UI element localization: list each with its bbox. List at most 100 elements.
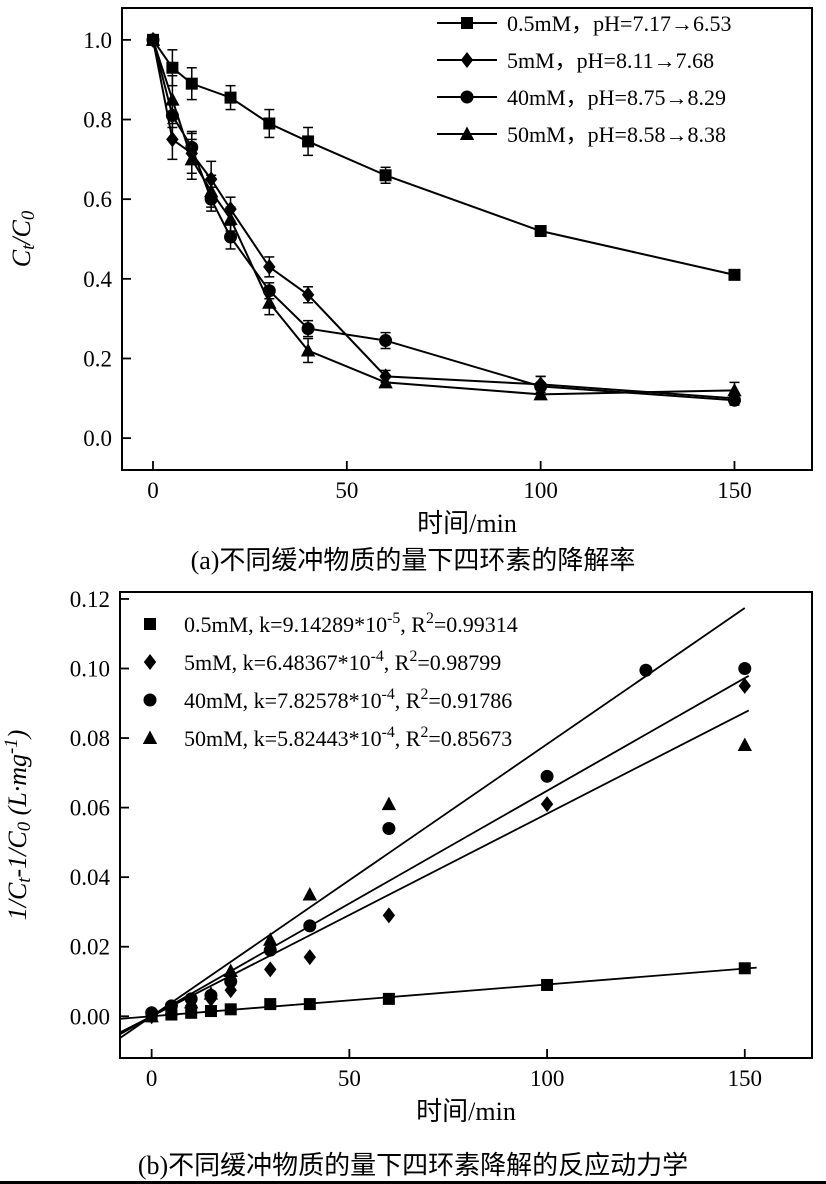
y-tick-label: 0.10 [70, 657, 110, 682]
x-tick-label: 0 [147, 478, 159, 503]
x-tick-label: 100 [523, 478, 558, 503]
circle-marker [460, 90, 474, 104]
circle-marker [540, 769, 554, 783]
y-axis-label: 1/Ct-1/C0 (L·mg-1) [1, 730, 35, 921]
y-tick-label: 0.2 [83, 346, 112, 371]
fit-line [119, 607, 746, 1039]
triangle-marker [727, 382, 742, 397]
square-marker [264, 998, 277, 1011]
fit-line [119, 709, 750, 1034]
x-tick-label: 100 [530, 1066, 565, 1091]
diamond-marker [303, 949, 317, 966]
square-marker [379, 169, 392, 182]
y-tick-label: 0.8 [83, 108, 112, 133]
triangle-marker [145, 32, 161, 46]
circle-marker [639, 663, 653, 677]
square-marker [166, 61, 179, 74]
triangle-marker [223, 963, 238, 978]
diamond-marker [166, 131, 179, 148]
triangle-marker [302, 887, 318, 901]
y-tick-label: 0.04 [70, 865, 111, 890]
legend-label: 5mM, k=6.48367*10-4, R2=0.98799 [184, 648, 501, 675]
y-axis-label: Ct/C0 [7, 210, 39, 267]
diamond-marker [738, 677, 751, 694]
triangle-marker [142, 730, 158, 744]
y-tick-label: 0.4 [83, 267, 112, 292]
bottom-rule [0, 1181, 826, 1184]
circle-marker [727, 393, 741, 407]
square-marker [728, 268, 741, 281]
x-tick-label: 50 [335, 478, 358, 503]
diamond-marker [143, 654, 157, 670]
square-marker [541, 978, 554, 991]
circle-marker [143, 693, 157, 707]
y-tick-label: 0.0 [83, 426, 112, 451]
triangle-marker [737, 737, 752, 752]
chart-b-plot: 0 50 100 150 0.00 0.02 0.04 0.06 0.08 0.10 0.12 时间/… [1, 587, 813, 1126]
chart-a-plot: 0 50 100 150 0.0 0.2 0.4 0.6 0.8 1.0 时间/min Ct/C0 0.… [7, 7, 813, 538]
circle-marker [303, 919, 317, 933]
legend-label: 50mM, k=5.82443*10-4, R2=0.85673 [184, 724, 512, 751]
triangle-marker [203, 183, 219, 198]
series-triangle [119, 709, 752, 1034]
x-tick-label: 150 [728, 1066, 763, 1091]
y-tick-label: 0.6 [83, 187, 112, 212]
diamond-marker [224, 982, 237, 999]
triangle-marker [223, 211, 238, 226]
triangle-marker [533, 386, 548, 401]
legend: 0.5mM, k=9.14289*10-5, R2=0.99314 5mM, k=… [142, 610, 518, 751]
legend-label: 0.5mM，pH=7.17→6.53 [507, 11, 731, 36]
diamond-marker [263, 258, 276, 275]
legend: 0.5mM，pH=7.17→6.53 5mM，pH=8.11→7.68 40mM，p… [437, 11, 731, 147]
triangle-marker [164, 1001, 179, 1016]
square-marker [738, 962, 751, 975]
legend-label: 5mM，pH=8.11→7.68 [507, 48, 714, 73]
y-tick-label: 0.00 [70, 1004, 110, 1029]
triangle-marker [165, 92, 180, 106]
y-tick-label: 1.0 [83, 28, 112, 53]
triangle-marker [262, 295, 277, 309]
circle-marker [382, 821, 396, 835]
square-marker [302, 135, 315, 148]
y-tick-label: 0.08 [70, 726, 110, 751]
axes: 0 50 100 150 0.00 0.02 0.04 0.06 0.08 0.10 0.12 时间/… [1, 587, 813, 1126]
chart-a-caption: (a)不同缓冲物质的量下四环素的降解率 [190, 546, 636, 575]
triangle-marker [378, 374, 393, 389]
triangle-marker [263, 932, 278, 946]
triangle-marker [459, 126, 475, 140]
square-marker [204, 1005, 217, 1018]
circle-marker [379, 334, 393, 348]
square-marker [224, 91, 237, 104]
y-tick-label: 0.12 [70, 587, 110, 612]
square-marker [382, 992, 395, 1005]
triangle-marker [381, 796, 397, 811]
x-axis-label: 时间/min [417, 509, 517, 538]
square-marker [461, 17, 473, 29]
square-marker [303, 998, 316, 1011]
legend-label: 50mM，pH=8.58→8.38 [507, 122, 726, 147]
legend-label: 40mM，pH=8.75→8.29 [507, 85, 726, 110]
diamond-marker [382, 907, 396, 924]
diamond-marker [540, 796, 554, 813]
series-line [152, 39, 735, 396]
plot-border [119, 591, 813, 1059]
circle-marker [301, 322, 315, 336]
axes: 0 50 100 150 0.0 0.2 0.4 0.6 0.8 1.0 时间/min Ct/C0 [7, 7, 813, 538]
chart-b-figure: 0 50 100 150 0.00 0.02 0.04 0.06 0.08 0.10 0.12 时间/… [0, 578, 826, 1181]
series-line [152, 39, 735, 400]
x-axis-label: 时间/min [416, 1097, 516, 1126]
diamond-marker [264, 961, 277, 978]
chart-a-figure: 0 50 100 150 0.0 0.2 0.4 0.6 0.8 1.0 时间/min Ct/C0 0.… [0, 0, 826, 578]
y-tick-label: 0.02 [70, 935, 110, 960]
triangle-marker [183, 994, 199, 1009]
x-tick-label: 50 [338, 1066, 361, 1091]
triangle-marker [300, 343, 316, 357]
circle-marker [738, 662, 752, 676]
triangle-marker [203, 986, 219, 1000]
triangle-marker [184, 151, 199, 166]
square-marker [534, 225, 547, 238]
circle-marker [224, 230, 238, 244]
square-marker [263, 117, 276, 130]
square-marker [144, 618, 156, 630]
